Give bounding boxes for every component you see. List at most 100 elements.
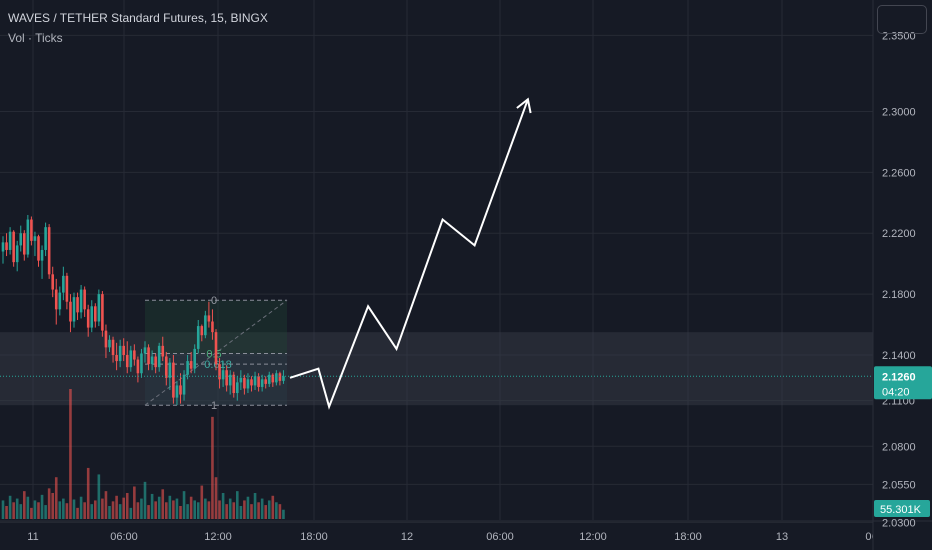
candle-body[interactable] [253,376,257,386]
candle-body[interactable] [179,385,182,395]
candle-body[interactable] [133,350,136,360]
candle-body[interactable] [225,370,228,386]
volume-bar [54,477,58,519]
volume-bar [136,502,140,519]
candle-body[interactable] [1,242,5,252]
candle-body[interactable] [104,330,108,348]
candle-body[interactable] [154,356,157,368]
projection-path[interactable] [289,98,529,410]
candle-body[interactable] [115,354,118,362]
candle-body[interactable] [275,373,278,383]
candle-body[interactable] [44,227,47,250]
volume-bar [179,506,182,519]
candle-body[interactable] [62,275,65,293]
candle-body[interactable] [143,347,147,354]
candle-body[interactable] [196,326,200,349]
candle-body[interactable] [79,289,83,313]
candle-body[interactable] [189,361,193,369]
candle-body[interactable] [147,347,150,365]
candle-body[interactable] [136,359,140,374]
price-tick-label: 2.2600 [882,167,916,179]
time-tick-label: 13 [776,531,788,543]
volume-bar [72,499,76,519]
candle-body[interactable] [19,233,23,246]
candle-body[interactable] [200,326,204,336]
candle-body[interactable] [76,297,79,313]
candle-body[interactable] [72,297,76,322]
candle-body[interactable] [267,374,271,384]
price-axis[interactable] [873,0,932,550]
candle-body[interactable] [5,242,8,250]
volume-bar [168,495,172,519]
candle-body[interactable] [12,231,15,263]
candle-body[interactable] [218,364,221,380]
candle-body[interactable] [15,245,19,263]
candle-body[interactable] [168,362,172,378]
volume-bar [278,504,282,519]
candle-body[interactable] [150,356,154,365]
layout-button[interactable] [877,5,927,34]
candle-body[interactable] [30,219,33,241]
candle-body[interactable] [207,315,211,322]
candle-body[interactable] [125,354,129,368]
candle-body[interactable] [161,345,165,357]
candle-body[interactable] [250,379,253,386]
candle-body[interactable] [140,353,143,374]
candle-body[interactable] [260,379,264,387]
candle-body[interactable] [23,233,26,255]
candle-body[interactable] [83,289,86,310]
candle-body[interactable] [211,321,214,333]
candle-body[interactable] [228,374,232,386]
candle-body[interactable] [175,385,179,398]
candle-body[interactable] [101,294,104,331]
candle-body[interactable] [118,345,122,362]
candle-body[interactable] [165,356,168,378]
candle-body[interactable] [271,374,275,383]
candle-body[interactable] [214,332,218,365]
candle-body[interactable] [40,249,44,261]
candle-body[interactable] [97,294,101,322]
candle-body[interactable] [33,236,37,241]
volume-bar [196,502,200,519]
candle-body[interactable] [157,345,161,368]
volume-bar [94,500,97,519]
candle-body[interactable] [8,231,12,250]
candle-body[interactable] [86,309,90,328]
price-tick-label: 2.0800 [882,441,916,453]
candle-body[interactable] [186,361,189,375]
candle-body[interactable] [232,374,236,394]
volume-bar [267,500,271,519]
time-tick-label: 06:00 [486,531,514,543]
candle-body[interactable] [172,362,175,398]
candle-body[interactable] [278,373,282,381]
candle-body[interactable] [58,292,62,310]
candle-body[interactable] [69,301,72,322]
candle-body[interactable] [26,219,30,255]
candle-body[interactable] [239,377,243,383]
candle-body[interactable] [90,306,94,328]
volume-bar [122,497,125,519]
candle-body[interactable] [129,350,133,368]
volume-bar [108,506,111,519]
candle-body[interactable] [108,339,111,348]
candle-body[interactable] [282,376,285,381]
volume-bar [165,502,168,519]
candle-body[interactable] [182,374,186,395]
candle-body[interactable] [65,275,69,302]
candle-body[interactable] [51,274,54,290]
candle-body[interactable] [54,289,58,310]
candle-body[interactable] [264,379,267,384]
candle-body[interactable] [221,370,225,380]
candle-body[interactable] [243,377,246,389]
candle-body[interactable] [204,315,207,336]
candle-body[interactable] [193,348,196,369]
candle-body[interactable] [47,227,51,275]
candle-body[interactable] [37,236,40,261]
candle-body[interactable] [94,306,97,322]
candle-body[interactable] [246,379,250,389]
candle-body[interactable] [122,345,125,355]
candle-body[interactable] [111,339,115,355]
candle-body[interactable] [257,376,260,387]
candle-body[interactable] [236,382,239,394]
